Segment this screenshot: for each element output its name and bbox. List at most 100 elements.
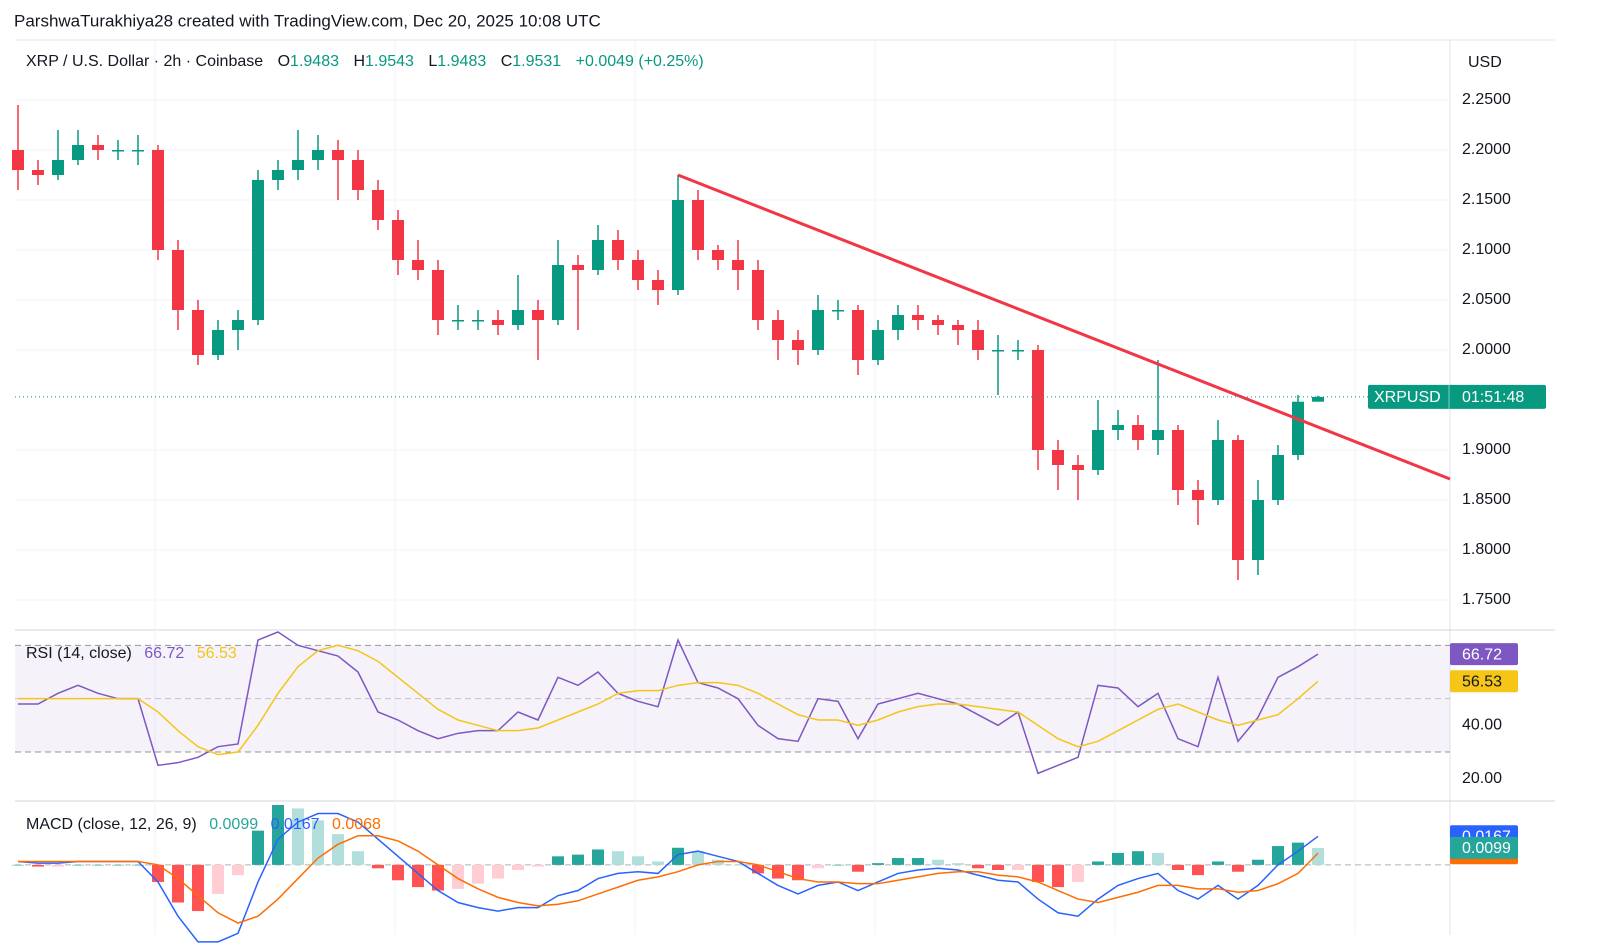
macd-title: MACD (close, 12, 26, 9) (26, 816, 197, 833)
macd-histogram-bar (1152, 852, 1164, 865)
macd-histogram-bar (232, 864, 244, 876)
last-price-countdown: 01:51:48 (1462, 389, 1524, 406)
candle-body (1092, 430, 1104, 470)
macd-histogram-bar (1192, 864, 1204, 876)
macd-histogram-bar (552, 856, 564, 865)
candle-body (572, 265, 584, 270)
candle-body (1172, 430, 1184, 490)
candle-body (1292, 401, 1304, 455)
change-label: +0.0049 (+0.25%) (576, 53, 704, 70)
watermark: ParshwaTurakhiya28 created with TradingV… (14, 11, 601, 30)
candle-body (1132, 425, 1144, 440)
candle-body (472, 320, 484, 322)
candle-body (32, 170, 44, 175)
macd-histogram-bar (392, 864, 404, 881)
macd-histogram-bar (472, 864, 484, 884)
macd-histogram-bar (52, 864, 64, 867)
candle-body (1112, 425, 1124, 430)
candle-body (192, 310, 204, 355)
candle-body (752, 270, 764, 320)
macd-histogram-bar (272, 805, 284, 865)
macd-value: 0.0167 (271, 816, 320, 833)
candle-body (272, 170, 284, 180)
macd-histogram-bar (832, 864, 844, 866)
trendline (677, 173, 1451, 481)
macd-histogram-bar (532, 864, 544, 867)
currency-label: USD (1468, 54, 1502, 71)
macd-histogram-bar (572, 854, 584, 865)
rsi-badge-box (1450, 643, 1518, 666)
candle-body (292, 160, 304, 170)
symbol-title: XRP / U.S. Dollar · 2h · Coinbase (26, 53, 263, 70)
macd-histogram-bar (32, 864, 44, 867)
candle-body (972, 330, 984, 350)
candle-body (312, 150, 324, 160)
macd-histogram-bar (152, 864, 164, 882)
candle-body (1152, 430, 1164, 440)
candle-body (132, 150, 144, 152)
macd-histogram-bar (12, 864, 24, 866)
macd-histogram-bar (812, 864, 824, 869)
macd-histogram-bar (1272, 846, 1284, 865)
candle-body (152, 150, 164, 250)
macd-histogram-bar (1172, 864, 1184, 870)
macd-histogram-bar (1232, 864, 1244, 872)
macd-histogram-bar (1132, 851, 1144, 865)
candle-body (672, 200, 684, 290)
macd-histogram-bar (672, 847, 684, 865)
candle-body (492, 320, 504, 325)
rsi-value: 66.72 (144, 645, 184, 662)
macd-histogram-bar (932, 859, 944, 865)
candle-body (992, 350, 1004, 352)
macd-histogram-bar (892, 858, 904, 865)
candle-body (352, 160, 364, 190)
candle-body (892, 315, 904, 330)
macd-histogram-bar (692, 851, 704, 865)
macd-histogram-bar (92, 864, 104, 866)
y-tick-label: 2.1000 (1462, 241, 1511, 258)
last-price-box (1368, 384, 1546, 409)
macd-histogram-bar (332, 834, 344, 865)
macd-histogram-bar (1312, 847, 1324, 865)
candle-body (832, 310, 844, 312)
candle-body (812, 310, 824, 350)
ohlc-value: 1.9483 (437, 53, 486, 70)
macd-histogram-bar (112, 864, 124, 866)
macd-histogram-bar (752, 864, 764, 874)
macd-histogram-bar (912, 858, 924, 865)
macd-signal-value: 0.0068 (332, 816, 381, 833)
macd-histogram-bar (412, 864, 424, 888)
candle-body (592, 240, 604, 270)
macd-histogram-bar (1072, 864, 1084, 882)
candle-body (12, 150, 24, 170)
macd-histogram-bar (132, 864, 144, 866)
rsi-badge: 66.72 (1462, 646, 1502, 663)
y-tick-label: 40.00 (1462, 717, 1502, 734)
symbol-header: XRP / U.S. Dollar · 2h · Coinbase O1.948… (26, 53, 704, 70)
rsi-title: RSI (14, close) (26, 645, 132, 662)
y-tick-label: 2.0000 (1462, 341, 1511, 358)
ohlc-value: 1.9543 (365, 53, 414, 70)
y-tick-label: 2.1500 (1462, 191, 1511, 208)
macd-histogram-bar (512, 864, 524, 870)
candle-body (532, 310, 544, 320)
candle-body (1192, 490, 1204, 500)
ohlc-key: L (428, 53, 437, 70)
macd-histogram-bar (732, 864, 744, 866)
macd-line (17, 812, 1319, 943)
macd-histogram-bar (872, 863, 884, 865)
macd-line (18, 835, 1319, 924)
macd-hist-badge: 0.0099 (1462, 840, 1511, 857)
y-tick-label: 1.9000 (1462, 441, 1511, 458)
rsi-header: RSI (14, close) 66.72 56.53 (26, 645, 237, 662)
candle-body (332, 150, 344, 160)
macd-histogram-bar (992, 864, 1004, 870)
candle-body (692, 200, 704, 250)
candle-body (1032, 350, 1044, 450)
candle-body (1072, 465, 1084, 470)
candle-body (452, 320, 464, 322)
candle-body (392, 220, 404, 260)
macd-histogram-bar (432, 864, 444, 891)
